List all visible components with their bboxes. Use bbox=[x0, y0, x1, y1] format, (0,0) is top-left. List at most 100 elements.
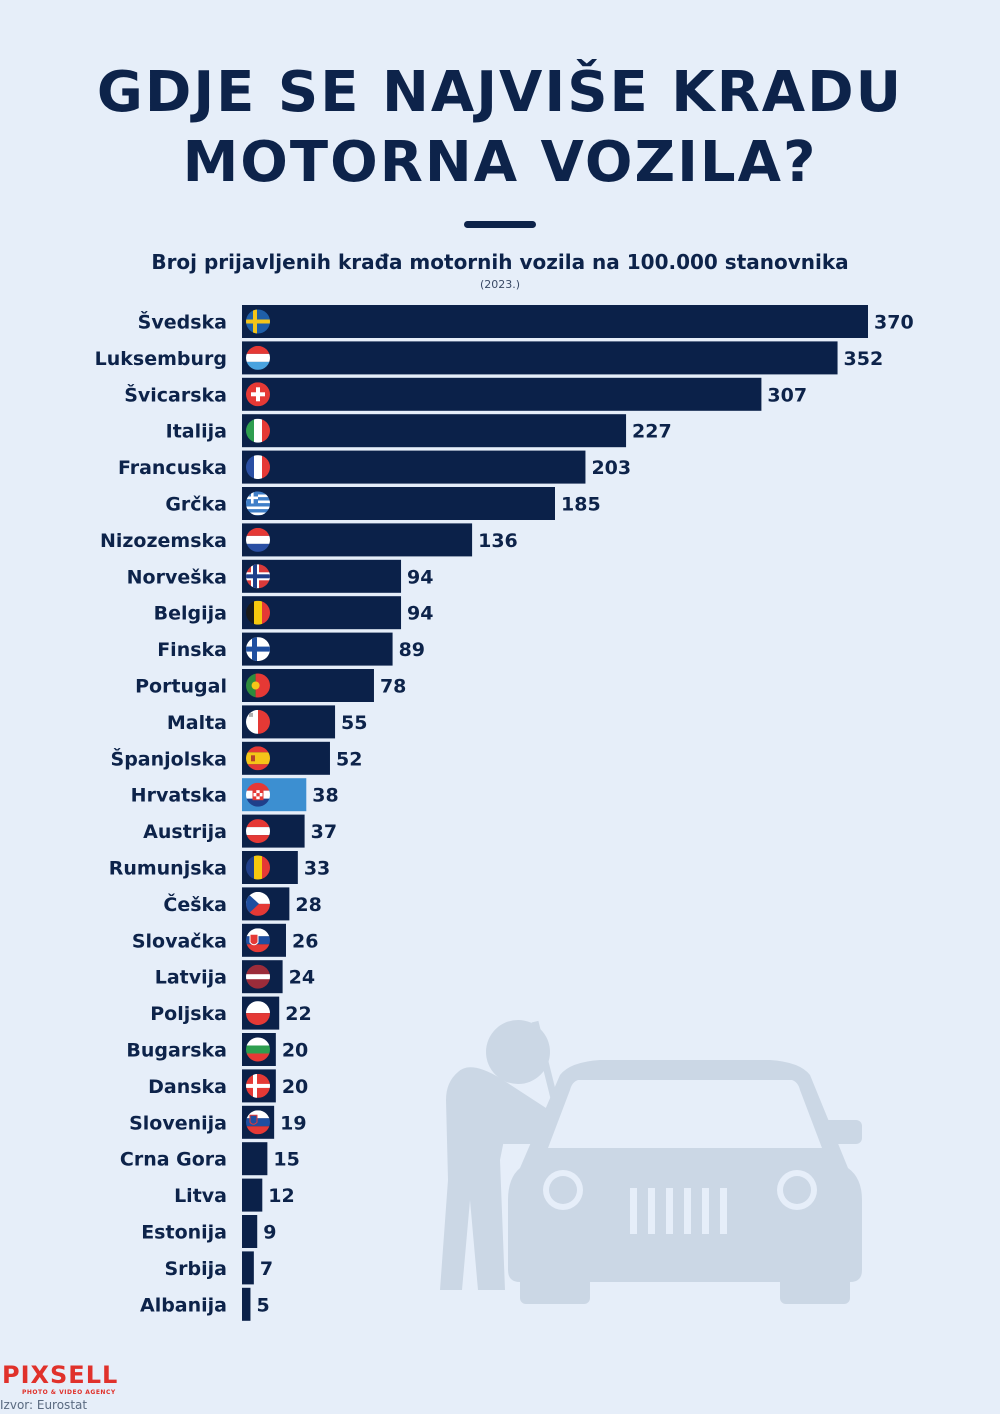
value-label: 55 bbox=[341, 712, 367, 734]
category-label: Grčka bbox=[165, 494, 227, 516]
category-label: Poljska bbox=[150, 1003, 227, 1025]
value-label: 20 bbox=[282, 1076, 308, 1098]
bar-švedska bbox=[242, 305, 868, 338]
italy-flag-icon bbox=[246, 418, 270, 443]
page-title: GDJE SE NAJVIŠE KRADU MOTORNA VOZILA? bbox=[0, 58, 1000, 198]
title-line-2: MOTORNA VOZILA? bbox=[182, 130, 818, 195]
category-label: Španjolska bbox=[111, 746, 227, 770]
portugal-flag-icon bbox=[246, 673, 270, 698]
category-label: Rumunjska bbox=[109, 858, 227, 880]
category-label: Luksemburg bbox=[95, 348, 227, 370]
value-label: 26 bbox=[292, 930, 318, 952]
malta-flag-icon bbox=[246, 709, 270, 734]
bar-italija bbox=[242, 414, 627, 448]
value-label: 33 bbox=[304, 858, 330, 880]
value-label: 185 bbox=[561, 494, 601, 516]
slovakia-flag-icon bbox=[246, 928, 270, 953]
bar-crna-gora bbox=[242, 1142, 268, 1176]
spain-flag-icon bbox=[246, 746, 270, 771]
croatia-flag-icon bbox=[246, 782, 270, 807]
category-label: Belgija bbox=[154, 603, 227, 625]
category-label: Estonija bbox=[141, 1222, 227, 1244]
denmark-flag-icon bbox=[246, 1073, 270, 1098]
value-label: 89 bbox=[399, 639, 425, 661]
category-label: Slovačka bbox=[132, 930, 227, 952]
chart-subtitle: Broj prijavljenih krađa motornih vozila … bbox=[151, 250, 849, 274]
value-label: 94 bbox=[407, 566, 433, 588]
title-divider bbox=[464, 221, 536, 228]
category-label: Francuska bbox=[118, 457, 227, 479]
romania-flag-icon bbox=[246, 855, 270, 880]
value-label: 352 bbox=[844, 348, 884, 370]
category-label: Hrvatska bbox=[131, 785, 227, 807]
belgium-flag-icon bbox=[246, 600, 270, 625]
value-label: 12 bbox=[268, 1185, 294, 1207]
value-label: 52 bbox=[336, 748, 362, 770]
pixsell-logo: PIXSELL bbox=[2, 1361, 119, 1389]
category-label: Švedska bbox=[138, 310, 227, 334]
netherlands-flag-icon bbox=[246, 527, 270, 552]
luxembourg-flag-icon bbox=[246, 345, 270, 370]
category-label: Finska bbox=[157, 639, 227, 661]
finland-flag-icon bbox=[246, 637, 270, 662]
value-label: 19 bbox=[280, 1112, 306, 1134]
bar-grčka bbox=[242, 487, 555, 520]
source-note: Izvor: Eurostat bbox=[0, 1398, 88, 1412]
car-thief-icon bbox=[440, 1020, 862, 1304]
category-label: Češka bbox=[163, 892, 227, 916]
bar-luksemburg bbox=[242, 341, 838, 375]
category-label: Portugal bbox=[135, 676, 227, 698]
czechia-flag-icon bbox=[246, 891, 270, 916]
sweden-flag-icon bbox=[246, 309, 270, 334]
value-label: 22 bbox=[285, 1003, 311, 1025]
category-label: Bugarska bbox=[126, 1040, 227, 1062]
value-label: 28 bbox=[295, 894, 321, 916]
bar-srbija bbox=[242, 1251, 254, 1285]
year-note: (2023.) bbox=[479, 278, 521, 291]
category-label: Latvija bbox=[155, 967, 227, 989]
value-label: 9 bbox=[263, 1222, 276, 1244]
category-label: Malta bbox=[167, 712, 227, 734]
logo-tagline: PHOTO & VIDEO AGENCY bbox=[22, 1389, 116, 1396]
title-line-1: GDJE SE NAJVIŠE KRADU bbox=[96, 60, 904, 125]
bar-albanija bbox=[242, 1287, 251, 1321]
value-label: 370 bbox=[874, 312, 914, 334]
value-label: 20 bbox=[282, 1040, 308, 1062]
bar-švicarska bbox=[242, 377, 762, 411]
category-label: Albanija bbox=[140, 1294, 227, 1316]
value-label: 7 bbox=[260, 1258, 273, 1280]
category-label: Italija bbox=[166, 421, 227, 443]
poland-flag-icon bbox=[246, 1001, 270, 1026]
austria-flag-icon bbox=[246, 819, 270, 844]
bar-estonija bbox=[242, 1215, 258, 1248]
slovenia-flag-icon bbox=[246, 1110, 270, 1135]
bulgaria-flag-icon bbox=[246, 1037, 270, 1062]
value-label: 5 bbox=[256, 1294, 269, 1316]
value-label: 94 bbox=[407, 603, 433, 625]
greece-flag-icon bbox=[246, 491, 270, 516]
value-label: 136 bbox=[478, 530, 518, 552]
bar-nizozemska bbox=[242, 523, 473, 557]
switzerland-flag-icon bbox=[246, 382, 270, 407]
category-label: Norveška bbox=[127, 566, 227, 588]
value-label: 78 bbox=[380, 676, 406, 698]
category-label: Švicarska bbox=[124, 382, 227, 406]
category-label: Danska bbox=[148, 1076, 227, 1098]
value-label: 37 bbox=[311, 821, 337, 843]
norway-flag-icon bbox=[246, 564, 270, 589]
value-label: 307 bbox=[767, 384, 807, 406]
bar-francuska bbox=[242, 450, 586, 484]
france-flag-icon bbox=[246, 455, 270, 480]
category-label: Nizozemska bbox=[100, 530, 227, 552]
value-label: 227 bbox=[632, 421, 672, 443]
bar-litva bbox=[242, 1178, 263, 1212]
category-label: Litva bbox=[174, 1185, 227, 1207]
category-label: Crna Gora bbox=[120, 1149, 227, 1171]
category-label: Austrija bbox=[143, 821, 227, 843]
value-label: 24 bbox=[289, 967, 315, 989]
value-label: 15 bbox=[273, 1149, 299, 1171]
car-details bbox=[543, 1080, 822, 1234]
value-label: 38 bbox=[312, 785, 338, 807]
category-label: Slovenija bbox=[129, 1112, 227, 1134]
